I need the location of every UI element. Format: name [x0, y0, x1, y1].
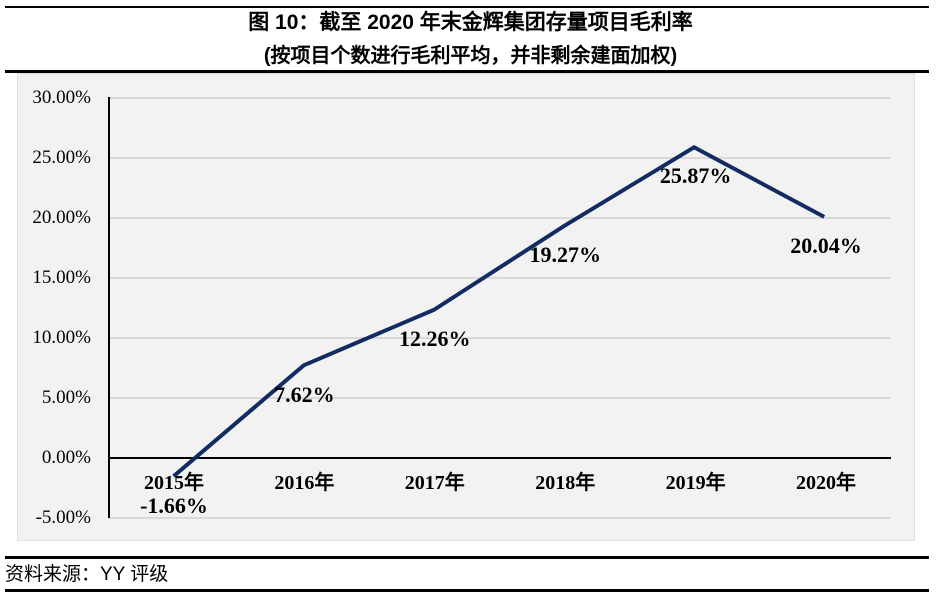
- x-category-label: 2018年: [535, 471, 596, 494]
- x-category-label: 2019年: [665, 471, 726, 494]
- chart-area: 30.00% 25.00% 20.00% 15.00% 10.00% 5.00% 0.00%…: [17, 73, 915, 541]
- gridline: [109, 157, 891, 159]
- data-label: -1.66%: [140, 493, 208, 519]
- gridline: [109, 277, 891, 279]
- data-label: 25.87%: [659, 163, 732, 189]
- y-tick-label: 15.00%: [32, 267, 91, 288]
- y-tick-label: -5.00%: [35, 507, 91, 528]
- gross-margin-line: [172, 144, 826, 478]
- source-note: 资料来源：YY 评级: [5, 563, 169, 585]
- y-tick-label: 5.00%: [41, 387, 91, 408]
- source-top-rule: [5, 556, 929, 559]
- y-tick-label: 25.00%: [32, 147, 91, 168]
- figure-title: 图 10：截至 2020 年末金辉集团存量项目毛利率: [248, 11, 693, 34]
- gridline: [109, 97, 891, 99]
- x-category-label: 2016年: [274, 471, 335, 494]
- y-tick-label: 10.00%: [32, 327, 91, 348]
- y-tick-label: 0.00%: [41, 447, 91, 468]
- y-tick-label: 30.00%: [32, 87, 91, 108]
- x-category-label: 2017年: [404, 471, 465, 494]
- data-label: 12.26%: [399, 326, 471, 352]
- figure-subtitle: (按项目个数进行毛利平均，并非剩余建面加权): [263, 45, 678, 67]
- y-axis-line: [107, 96, 111, 519]
- data-label: 20.04%: [790, 233, 862, 259]
- x-category-label: 2015年: [144, 471, 204, 494]
- x-axis-line: [109, 456, 891, 460]
- source-bottom-rule: [5, 589, 929, 592]
- header-bottom-rule: [5, 70, 929, 73]
- top-rule: [5, 5, 929, 8]
- gridline: [109, 217, 891, 219]
- gridline: [109, 517, 891, 519]
- gridline: [109, 397, 891, 399]
- y-tick-label: 20.00%: [32, 207, 91, 228]
- data-label: 7.62%: [274, 382, 335, 408]
- x-category-label: 2020年: [796, 471, 856, 494]
- data-label: 19.27%: [529, 242, 601, 268]
